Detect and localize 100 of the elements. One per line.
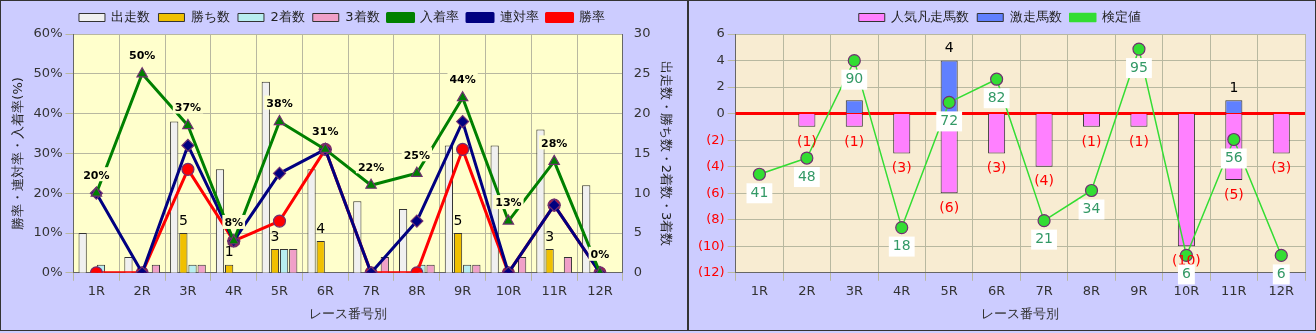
x-tick-label: 11R xyxy=(1221,282,1247,298)
y-tick-label: 40% xyxy=(33,104,63,120)
x-tick-label: 1R xyxy=(750,282,769,298)
data-label: 41 xyxy=(750,183,769,200)
x-tick-label: 4R xyxy=(225,282,243,298)
y-tick-label: 20% xyxy=(33,184,63,200)
y2-tick-label: 10 xyxy=(633,184,651,200)
x-tick-label: 3R xyxy=(179,282,197,298)
y-tick-label: 0 xyxy=(716,104,725,120)
x-tick-label: 9R xyxy=(1130,282,1148,298)
legend-label: 勝ち数 xyxy=(190,8,230,24)
x-axis-title: レース番号別 xyxy=(981,305,1060,321)
y-tick-label: 4 xyxy=(716,51,725,67)
x-tick-label: 12R xyxy=(587,282,613,298)
y2-tick-label: 15 xyxy=(633,144,651,160)
data-label: 37% xyxy=(174,100,202,114)
data-label: 50% xyxy=(128,49,156,63)
x-tick-label: 2R xyxy=(133,282,151,298)
x-tick-label: 6R xyxy=(987,282,1006,298)
y-tick-label: (10) xyxy=(698,237,725,253)
data-label: 90 xyxy=(845,70,864,87)
x-tick-label: 12R xyxy=(1268,282,1295,298)
y2-axis-title: 出走数・勝ち数・2着数・3着数 xyxy=(658,60,674,247)
data-label: 6 xyxy=(1181,265,1191,282)
y-tick-label: 2 xyxy=(716,78,725,94)
y-tick-label: 30% xyxy=(33,144,63,160)
x-tick-label: 3R xyxy=(845,282,863,298)
x-tick-label: 10R xyxy=(1173,282,1200,298)
data-label: 18 xyxy=(892,237,911,254)
y2-tick-label: 25 xyxy=(633,65,651,81)
y-tick-label: 60% xyxy=(33,25,63,41)
data-label: (10) xyxy=(1172,251,1201,268)
y2-tick-label: 30 xyxy=(633,25,651,41)
data-label: 44% xyxy=(449,73,476,87)
data-label: 3 xyxy=(270,227,280,244)
data-label: 3 xyxy=(545,227,555,244)
x-tick-label: 2R xyxy=(798,282,816,298)
data-label: 28% xyxy=(541,136,568,150)
x-tick-label: 10R xyxy=(495,282,522,298)
data-label: 95 xyxy=(1130,58,1148,75)
data-label: 6 xyxy=(1276,265,1286,282)
x-tick-label: 5R xyxy=(270,282,289,298)
data-label: 1 xyxy=(1229,78,1239,95)
data-label: 48 xyxy=(797,167,816,184)
data-label: 31% xyxy=(312,124,339,138)
data-label: (1) xyxy=(844,132,865,149)
data-label: 4 xyxy=(316,219,326,236)
legend-label: 連対率 xyxy=(499,8,539,24)
legend-label: 3着数 xyxy=(345,8,380,24)
data-label: (1) xyxy=(1081,132,1102,149)
data-label: 22% xyxy=(357,160,385,174)
x-tick-label: 8R xyxy=(408,282,426,298)
data-label: (5) xyxy=(1223,185,1244,202)
data-label: 20% xyxy=(83,168,110,182)
y-tick-label: 0% xyxy=(41,264,63,280)
legend-label: 入着率 xyxy=(420,8,460,24)
x-tick-label: 7R xyxy=(362,282,380,298)
legend-label: 激走馬数 xyxy=(1009,8,1062,24)
y-tick-label: (4) xyxy=(706,158,725,174)
legend-label: 出走数 xyxy=(111,8,151,24)
data-label: 21 xyxy=(1035,230,1053,247)
y-axis-title: 勝率・連対率・入着率(%) xyxy=(10,77,26,230)
x-tick-label: 7R xyxy=(1035,282,1053,298)
data-label: 0% xyxy=(590,248,610,262)
data-label: 5 xyxy=(453,211,463,228)
data-label: 4 xyxy=(944,39,954,56)
data-label: 13% xyxy=(495,196,522,210)
data-label: 38% xyxy=(266,96,293,110)
data-label: (1) xyxy=(796,132,817,149)
data-label: (3) xyxy=(1271,159,1292,176)
data-label: 56 xyxy=(1224,149,1243,166)
y2-tick-label: 20 xyxy=(633,104,651,120)
data-label: 72 xyxy=(940,112,959,129)
legend-label: 検定値 xyxy=(1102,8,1142,24)
y-tick-label: 10% xyxy=(33,224,63,240)
y-tick-label: (2) xyxy=(706,131,725,147)
x-tick-label: 5R xyxy=(940,282,958,298)
y2-tick-label: 0 xyxy=(633,264,643,280)
x-axis-title: レース番号別 xyxy=(309,305,388,321)
y-tick-label: 6 xyxy=(716,25,725,41)
y-tick-label: (6) xyxy=(706,184,725,200)
data-label: 1 xyxy=(224,243,234,260)
data-label: (1) xyxy=(1129,132,1149,149)
data-label: 8% xyxy=(224,216,244,230)
y-tick-label: (8) xyxy=(706,211,725,227)
data-label: (3) xyxy=(986,159,1007,176)
data-label: 34 xyxy=(1082,200,1101,217)
data-label: 25% xyxy=(403,148,431,162)
y-tick-label: 50% xyxy=(33,65,63,81)
data-label: (4) xyxy=(1034,172,1054,189)
x-tick-label: 9R xyxy=(453,282,472,298)
x-tick-label: 6R xyxy=(316,282,334,298)
x-tick-label: 4R xyxy=(893,282,911,298)
legend-label: 人気凡走馬数 xyxy=(891,8,970,24)
x-tick-label: 8R xyxy=(1082,282,1101,298)
legend-label: 勝率 xyxy=(579,8,606,24)
data-label: 82 xyxy=(987,88,1006,105)
x-tick-label: 1R xyxy=(87,282,106,298)
data-label: (6) xyxy=(939,198,960,215)
data-label: 5 xyxy=(178,211,188,228)
